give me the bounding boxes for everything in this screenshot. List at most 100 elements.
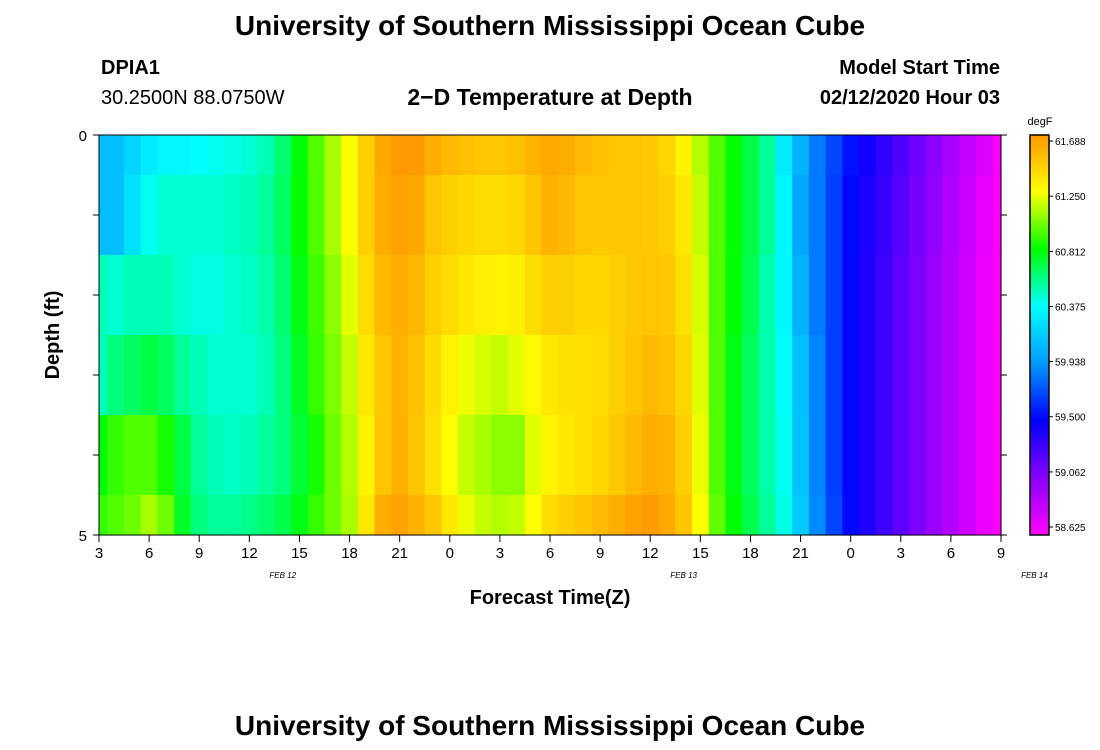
heatmap-cell [708,175,726,256]
heatmap-cell [307,495,326,536]
heatmap-cell [240,175,259,256]
heatmap-cell [675,415,693,496]
colorbar-tick-label: 60.375 [1055,302,1086,313]
heatmap-cell [357,335,376,416]
heatmap-cell [174,255,192,336]
heatmap-cell [691,335,710,416]
heatmap-cell [374,175,392,256]
x-tick-label: 15 [291,545,308,562]
heatmap-cell [491,335,509,416]
heatmap-cell [691,415,710,496]
x-axis: 3 6 9 12 15 18 21 0 3 6 9 12 15 18 21 0 3 6 9 FEB 12 FEB 13 F… [95,535,1048,580]
heatmap-cell [157,335,175,416]
heatmap-cell [758,415,777,496]
heatmap-cell [792,495,810,536]
heatmap-cell [825,135,843,176]
heatmap-cell [708,135,726,176]
heatmap-cell [99,255,108,336]
heatmap-cell [257,255,275,336]
heatmap-cell [391,335,409,416]
heatmap-cell [892,255,910,336]
heatmap-cell [992,495,1002,536]
heatmap-cell [641,415,660,496]
heatmap-cell [608,335,626,416]
heatmap-cell [675,175,693,256]
heatmap-cell [792,255,810,336]
heatmap-cell [558,415,576,496]
heatmap-cell [391,495,409,536]
heatmap-cell [875,175,894,256]
heatmap-cell [842,175,860,256]
heatmap-cell [190,255,209,336]
heatmap-cell [307,335,326,416]
heatmap-cell [608,415,626,496]
heatmap-cell [575,335,593,416]
footer-title: University of Southern Mississippi Ocean… [234,710,866,741]
heatmap-cell [324,135,342,176]
heatmap-cell [842,135,860,176]
heatmap-cell [458,175,476,256]
heatmap-cell [541,495,559,536]
heatmap-cell [758,495,777,536]
heatmap-cell [825,495,843,536]
heatmap-cell [725,135,743,176]
colorbar-unit-label: degF [1027,116,1052,128]
heatmap-cell [99,415,108,496]
colorbar-tick-label: 59.500 [1055,413,1086,424]
heatmap-cell [792,135,810,176]
colorbar-gradient [1029,134,1050,536]
heatmap-cell [174,335,192,416]
heatmap-cell [240,335,259,416]
heatmap-cell [374,335,392,416]
heatmap-cell [892,135,910,176]
heatmap-cell [541,415,559,496]
x-tick-label: 21 [792,545,809,562]
heatmap-cell [508,135,526,176]
heatmap-cell [374,135,392,176]
heatmap-cell [558,255,576,336]
heatmap-cell [224,415,242,496]
heatmap-cell [458,255,476,336]
heatmap-cell [291,415,309,496]
heatmap-cell [257,415,275,496]
heatmap-cell [658,135,676,176]
colorbar: 61.688 61.250 60.812 60.375 59.938 59.500 59.0… [1029,134,1086,536]
heatmap-cell [808,335,827,416]
heatmap-cell [458,495,476,536]
heatmap-cell [925,495,944,536]
heatmap-cell [207,495,225,536]
heatmap-cell [975,255,994,336]
heatmap-cell [508,255,526,336]
heatmap-cell [307,135,326,176]
heatmap-cell [408,255,426,336]
colorbar-tick-label: 61.688 [1055,137,1086,148]
heatmap-cell [458,415,476,496]
heatmap-cell [357,135,376,176]
heatmap-cell [959,415,977,496]
heatmap-cell [107,175,125,256]
heatmap-cell [474,495,493,536]
heatmap-cell [190,175,209,256]
heatmap-cell [157,135,175,176]
heatmap-cell [691,175,710,256]
heatmap-cell [324,415,342,496]
heatmap-cell [558,175,576,256]
heatmap-cell [859,495,877,536]
station-coords: 30.2500N 88.0750W [101,87,285,109]
heatmap-cell [190,135,209,176]
heatmap-cell [474,255,493,336]
heatmap-cell [124,255,142,336]
heatmap-cell [491,255,509,336]
heatmap-cell [775,495,793,536]
heatmap-cell [975,335,994,416]
heatmap-cell [558,135,576,176]
x-axis-label: Forecast Time(Z) [470,587,631,609]
heatmap-cell [775,255,793,336]
heatmap-cell [140,415,159,496]
heatmap-cell [942,135,960,176]
heatmap-cell [524,495,543,536]
heatmap-cell [725,175,743,256]
heatmap-cell [925,415,944,496]
heatmap-cell [675,135,693,176]
heatmap-cell [808,135,827,176]
